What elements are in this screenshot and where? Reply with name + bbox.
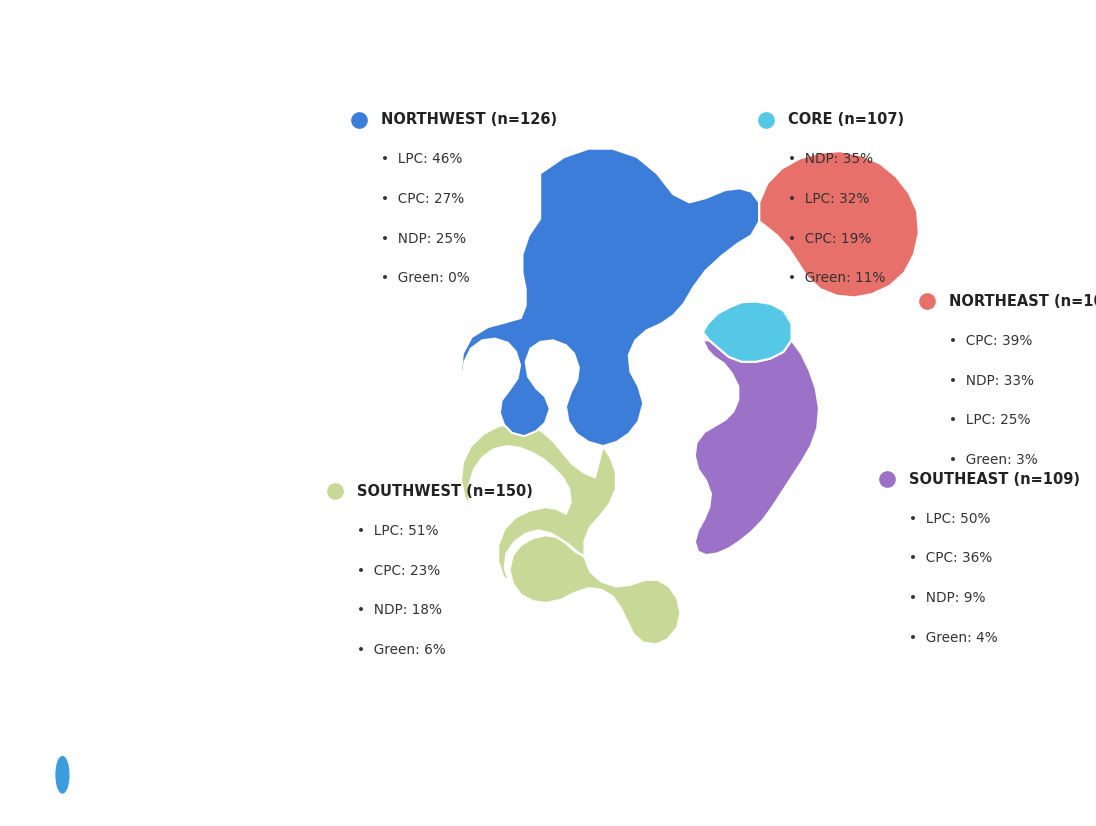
Text: MAINTAIN LEAD: MAINTAIN LEAD — [26, 89, 271, 117]
Text: SOUTHWEST (n=150): SOUTHWEST (n=150) — [357, 484, 533, 499]
Text: •  CPC: 39%: • CPC: 39% — [949, 335, 1032, 348]
Text: •  LPC: 46%: • LPC: 46% — [381, 153, 463, 166]
Text: •  CPC: 36%: • CPC: 36% — [909, 552, 992, 565]
Circle shape — [56, 757, 69, 793]
Text: Q4. “Now turning to federal politics
for a minute. If a federal election
were he: Q4. “Now turning to federal politics for… — [26, 384, 243, 523]
Text: WINNIPEG: WINNIPEG — [26, 258, 185, 286]
Text: •  Green: 11%: • Green: 11% — [788, 272, 886, 285]
Text: •  LPC: 51%: • LPC: 51% — [357, 525, 438, 538]
Text: NORTHWEST (n=126): NORTHWEST (n=126) — [381, 112, 558, 127]
Text: •  Green: 4%: • Green: 4% — [909, 631, 997, 644]
Polygon shape — [760, 151, 918, 297]
Text: IN SOUTH,: IN SOUTH, — [26, 145, 187, 173]
Polygon shape — [461, 423, 681, 644]
Text: NORTHWEST: NORTHWEST — [26, 202, 224, 230]
Text: •  NDP: 35%: • NDP: 35% — [788, 153, 874, 166]
Text: •  Green: 3%: • Green: 3% — [949, 453, 1038, 467]
Text: PR: PR — [26, 766, 53, 784]
Text: •  NDP: 9%: • NDP: 9% — [909, 591, 985, 605]
Text: NORTHEAST (n=108): NORTHEAST (n=108) — [949, 294, 1096, 309]
Polygon shape — [695, 340, 819, 555]
Text: •  NDP: 25%: • NDP: 25% — [381, 232, 467, 245]
Text: •  LPC: 25%: • LPC: 25% — [949, 414, 1031, 427]
Text: BE RESEARCH INC.: BE RESEARCH INC. — [71, 766, 259, 784]
Text: LIBERALS: LIBERALS — [26, 33, 174, 61]
Text: •  Green: 6%: • Green: 6% — [357, 643, 446, 657]
Polygon shape — [461, 149, 760, 446]
Text: CORE (n=107): CORE (n=107) — [788, 112, 904, 127]
Text: •  LPC: 32%: • LPC: 32% — [788, 192, 869, 206]
Text: •  NDP: 33%: • NDP: 33% — [949, 374, 1035, 387]
Text: •  NDP: 18%: • NDP: 18% — [357, 604, 443, 617]
Text: •  CPC: 19%: • CPC: 19% — [788, 232, 871, 245]
Text: SOUTHEAST (n=109): SOUTHEAST (n=109) — [909, 472, 1081, 487]
Text: Base: Winnipeg respondents
(N=600): Base: Winnipeg respondents (N=600) — [26, 681, 217, 713]
Polygon shape — [703, 301, 791, 362]
Text: •  LPC: 50%: • LPC: 50% — [909, 512, 991, 525]
Text: •  CPC: 23%: • CPC: 23% — [357, 564, 441, 577]
Text: •  Green: 0%: • Green: 0% — [381, 272, 470, 285]
Text: •  CPC: 27%: • CPC: 27% — [381, 192, 465, 206]
